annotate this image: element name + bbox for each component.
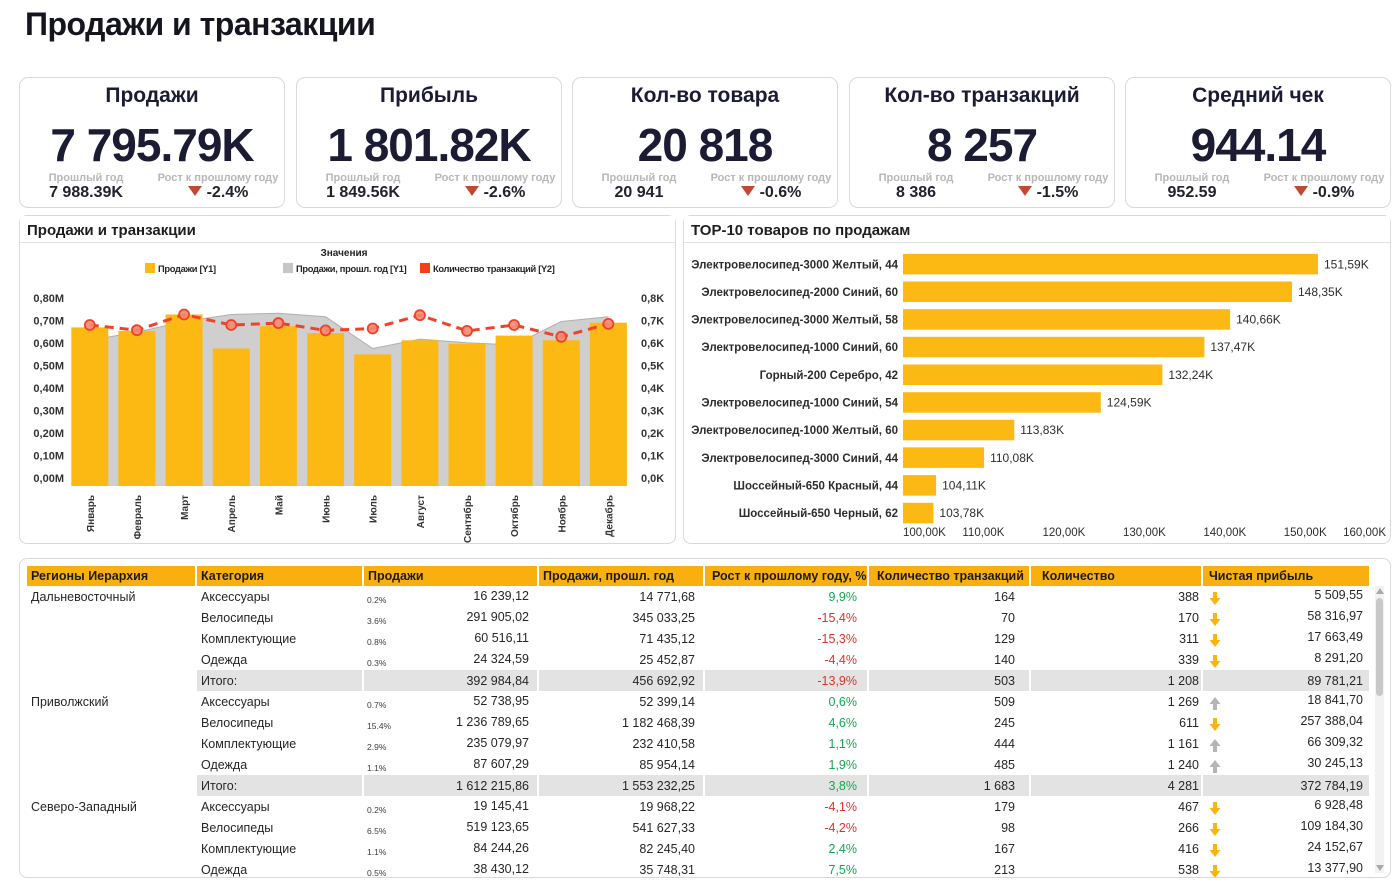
svg-text:0,60M: 0,60M (33, 338, 64, 350)
svg-text:0,20M: 0,20M (33, 428, 64, 440)
svg-text:Август: Август (416, 495, 427, 528)
svg-text:Январь: Январь (86, 495, 97, 532)
svg-text:Количество транзакций [Y2]: Количество транзакций [Y2] (433, 264, 555, 274)
svg-text:0,50M: 0,50M (33, 361, 64, 373)
svg-text:160,00K: 160,00K (1343, 527, 1386, 539)
svg-text:124,59K: 124,59K (1107, 396, 1152, 410)
svg-text:110,00K: 110,00K (962, 527, 1004, 539)
svg-text:Электровелосипед-1000 Синий, 5: Электровелосипед-1000 Синий, 54 (701, 398, 898, 410)
svg-text:103,78K: 103,78K (939, 506, 984, 520)
svg-text:151,59K: 151,59K (1324, 257, 1369, 271)
svg-text:0,4K: 0,4K (641, 383, 664, 395)
svg-text:Октябрь: Октябрь (509, 495, 521, 537)
svg-text:0,7K: 0,7K (641, 316, 664, 328)
svg-text:0,3K: 0,3K (641, 406, 664, 418)
svg-text:Апрель: Апрель (227, 495, 238, 532)
svg-text:0,1K: 0,1K (641, 451, 664, 463)
svg-text:0,40M: 0,40M (33, 383, 64, 395)
svg-text:Продажи [Y1]: Продажи [Y1] (158, 264, 216, 274)
svg-text:Май: Май (274, 495, 285, 515)
svg-text:Июль: Июль (369, 495, 380, 523)
svg-text:148,35K: 148,35K (1298, 285, 1343, 299)
svg-text:Июнь: Июнь (322, 495, 333, 523)
svg-text:Значения: Значения (320, 248, 367, 259)
svg-text:113,83K: 113,83K (1020, 423, 1064, 437)
svg-text:Ноябрь: Ноябрь (556, 495, 568, 532)
svg-text:Март: Март (180, 495, 191, 520)
svg-text:Электровелосипед-3000 Синий, 4: Электровелосипед-3000 Синий, 44 (701, 453, 898, 465)
svg-text:Сентябрь: Сентябрь (462, 495, 474, 543)
svg-text:Продажи, прошл. год [Y1]: Продажи, прошл. год [Y1] (296, 264, 407, 274)
svg-text:0,00M: 0,00M (33, 473, 64, 485)
svg-text:140,66K: 140,66K (1236, 313, 1281, 327)
svg-text:110,08K: 110,08K (990, 451, 1034, 465)
svg-text:Шоссейный-650 Красный, 44: Шоссейный-650 Красный, 44 (733, 481, 898, 493)
svg-text:150,00K: 150,00K (1284, 527, 1327, 539)
svg-text:Горный-200 Серебро, 42: Горный-200 Серебро, 42 (760, 370, 898, 382)
svg-text:100,00K: 100,00K (903, 527, 946, 539)
svg-text:0,30M: 0,30M (33, 406, 64, 418)
svg-text:137,47K: 137,47K (1210, 340, 1255, 354)
svg-text:0,10M: 0,10M (33, 451, 64, 463)
svg-text:130,00K: 130,00K (1123, 527, 1166, 539)
svg-text:104,11K: 104,11K (942, 479, 986, 493)
svg-text:0,8K: 0,8K (641, 293, 664, 305)
svg-text:0,2K: 0,2K (641, 428, 664, 440)
svg-text:Декабрь: Декабрь (603, 495, 615, 537)
svg-text:Электровелосипед-3000 Желтый,: Электровелосипед-3000 Желтый, 58 (691, 315, 898, 327)
svg-text:Электровелосипед-1000 Желтый,: Электровелосипед-1000 Желтый, 60 (691, 425, 898, 437)
svg-text:Электровелосипед-1000 Синий, 6: Электровелосипед-1000 Синий, 60 (701, 342, 898, 354)
svg-text:Шоссейный-650 Черный, 62: Шоссейный-650 Черный, 62 (739, 508, 898, 520)
svg-text:0,80M: 0,80M (33, 293, 64, 305)
svg-text:0,0K: 0,0K (641, 473, 664, 485)
svg-text:140,00K: 140,00K (1203, 527, 1246, 539)
svg-text:132,24K: 132,24K (1168, 368, 1213, 382)
svg-text:0,70M: 0,70M (33, 316, 64, 328)
svg-text:Февраль: Февраль (133, 495, 144, 539)
svg-text:120,00K: 120,00K (1042, 527, 1085, 539)
svg-text:Электровелосипед-2000 Синий, 6: Электровелосипед-2000 Синий, 60 (701, 287, 898, 299)
svg-text:Электровелосипед-3000 Желтый,: Электровелосипед-3000 Желтый, 44 (691, 259, 898, 271)
svg-text:0,5K: 0,5K (641, 361, 664, 373)
svg-text:0,6K: 0,6K (641, 338, 664, 350)
